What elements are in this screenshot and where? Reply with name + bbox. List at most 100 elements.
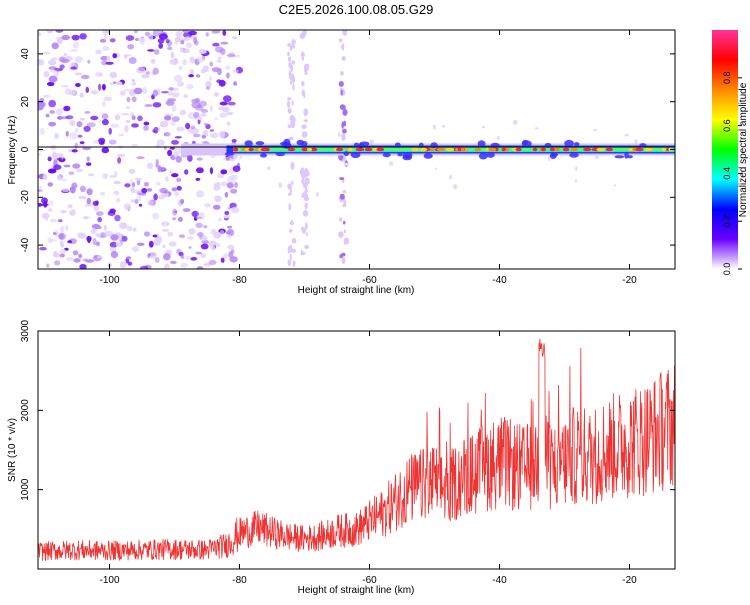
spectrogram-noise-cell [163, 253, 171, 261]
spectrogram-noise-cell [74, 72, 83, 76]
spectrogram-streak-cell [290, 248, 297, 253]
spectrogram-noise-cell [200, 113, 207, 117]
spectrogram-noise-cell [182, 30, 190, 34]
spectrogram-streak-cell [342, 128, 347, 134]
spectrogram-noise-cell [56, 37, 63, 45]
spectrogram-streak-cell [291, 100, 294, 106]
spectrogram-faint-cell [369, 139, 374, 145]
spectrogram-noise-cell [195, 74, 201, 78]
spectrogram-noise-cell [178, 66, 183, 70]
spectrogram-noise-cell [209, 105, 213, 112]
spectrogram-noise-cell [38, 59, 42, 65]
spectrogram-noise-cell [109, 208, 116, 214]
spectrogram-streak-cell [290, 219, 293, 226]
spectrogram-noise-cell [203, 122, 208, 126]
spectrogram-noise-cell [174, 74, 183, 83]
spectrogram-noise-cell [38, 186, 43, 189]
spectrogram-noise-cell [46, 81, 55, 87]
spectrogram-streak-cell [301, 81, 305, 87]
spectrogram-noise-cell [109, 38, 116, 43]
spectrogram-noise-cell [179, 234, 185, 238]
signal-hotspot [515, 147, 522, 152]
spectrogram-noise-cell [176, 126, 185, 132]
spectrogram-noise-cell [79, 92, 84, 98]
signal-hotspot [487, 147, 497, 152]
spectrogram-noise-cell [142, 86, 148, 95]
spectrogram-streak-cell [342, 42, 345, 51]
spectrogram-noise-cell [209, 132, 219, 139]
spectrogram-streak-cell [304, 202, 308, 210]
spectrogram-x-tick-label: -60 [362, 275, 377, 286]
snr-y-axis: 1000 2000 3000 [20, 319, 675, 501]
spectrogram-noise-cell [101, 113, 109, 120]
spectrogram-noise-cell [45, 113, 50, 118]
spectrogram-noise-cell [226, 72, 230, 79]
spectrogram-noise-cell [61, 188, 70, 193]
spectrogram-noise-cell [136, 242, 145, 246]
spectrogram-noise-cell [145, 71, 150, 75]
spectrogram-noise-cell [158, 30, 162, 34]
spectrogram-x-tick-label: -20 [622, 275, 637, 286]
spectrogram-noise-cell [199, 100, 207, 107]
spectrogram-streak-cell [287, 97, 292, 101]
spectrogram-y-tick-label: 40 [20, 48, 31, 60]
spectrogram-noise-cell [103, 96, 113, 102]
spectrogram-noise-cell [147, 253, 151, 259]
spectrogram-streak-cell [292, 83, 295, 91]
spectrogram-noise-cell [172, 217, 177, 221]
spectrogram-noise-cell [144, 104, 153, 107]
spectrogram-noise-cell [114, 114, 121, 121]
spectrogram-noise-cell [188, 246, 192, 249]
spectrogram-faint-cell [239, 156, 243, 159]
spectrogram-faint-cell [634, 138, 638, 145]
spectrogram-noise-cell [201, 239, 209, 244]
spectrogram-noise-cell [67, 204, 73, 209]
spectrogram-streak-cell [287, 43, 292, 47]
spectrogram-noise-cell [133, 30, 139, 34]
spectrogram-noise-cell [146, 162, 154, 170]
spectrogram-streak-cell [289, 186, 292, 195]
spectrogram-noise-cell [144, 31, 151, 37]
spectrogram-noise-cell [131, 79, 135, 82]
colorbar-tick-label: 0.2 [722, 215, 732, 228]
spectrogram-streak-cell [304, 244, 309, 250]
signal-sidelobe [350, 151, 361, 159]
spectrogram-faint-cell [624, 133, 629, 137]
spectrogram-noise-cell [73, 41, 79, 49]
spectrogram-noise-cell [86, 188, 93, 196]
signal-sidelobe [260, 153, 267, 158]
spectrogram-noise-cell [223, 215, 231, 219]
spectrogram-noise-cell [224, 210, 230, 216]
spectrogram-streak-cell [299, 32, 306, 39]
spectrogram-noise-cell [40, 203, 49, 206]
spectrogram-noise-cell [61, 84, 69, 88]
signal-sidelobe [478, 152, 488, 160]
spectrogram-noise-cell [217, 172, 225, 179]
spectrogram-noise-cell [226, 121, 231, 126]
spectrogram-noise-cell [69, 210, 75, 216]
spectrogram-noise-cell [169, 58, 179, 66]
spectrogram-noise-cell [71, 149, 78, 153]
spectrogram-noise-cell [113, 180, 122, 185]
spectrogram-streak-cell [287, 124, 292, 129]
spectrogram-noise-cell [180, 255, 185, 259]
spectrogram-noise-cell [92, 200, 99, 206]
spectrogram-noise-cell [74, 142, 79, 149]
spectrogram-noise-cell [124, 54, 132, 57]
spectrogram-noise-cell [38, 189, 43, 192]
spectrogram-noise-cell [164, 131, 171, 137]
spectrogram-noise-cell [180, 262, 188, 268]
spectrogram-noise-cell [187, 154, 193, 162]
spectrogram-noise-cell [180, 40, 185, 45]
spectrogram-noise-cell [42, 51, 51, 55]
spectrogram-noise-cell [146, 188, 153, 192]
spectrogram-noise-cell [42, 173, 48, 181]
spectrogram-noise-cell [97, 216, 103, 223]
snr-x-tick-label: -40 [492, 575, 507, 586]
spectrogram-streak-cell [291, 76, 296, 84]
signal-sidelobe [574, 142, 580, 147]
spectrogram-y-tick-label: -20 [20, 190, 31, 205]
spectrogram-noise-cell [119, 222, 128, 230]
spectrogram-noise-cell [148, 240, 154, 248]
